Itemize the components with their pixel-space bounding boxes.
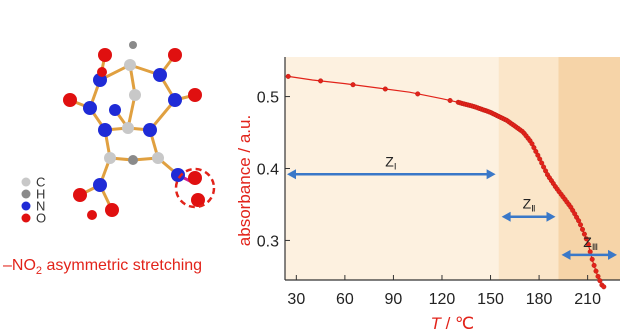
y-tick-label-1: 0.4 xyxy=(257,162,279,179)
y-tick-label-0: 0.3 xyxy=(257,233,279,250)
data-point xyxy=(593,268,599,274)
chart-labels: ZⅠ ZⅡ ZⅢ xyxy=(385,153,598,252)
x-tick-label-3: 120 xyxy=(429,291,456,308)
zone-1-arrowhead-right xyxy=(486,169,496,180)
molecule-caption: –NO2 asymmetric stretching xyxy=(3,257,202,277)
data-point xyxy=(541,164,547,170)
data-point xyxy=(533,148,539,154)
data-point xyxy=(581,231,587,237)
x-tick-label-6: 210 xyxy=(574,291,601,308)
legend-label-o: O xyxy=(36,211,46,226)
zone-2-background xyxy=(498,57,559,280)
legend-label-c: C xyxy=(36,175,45,190)
caption-prefix: –NO xyxy=(3,257,36,274)
legend-swatch-c xyxy=(21,177,31,187)
zone-2-arrowhead-right xyxy=(546,211,556,222)
zone-arrows xyxy=(287,169,617,260)
y-tick-label-2: 0.5 xyxy=(257,90,279,107)
caption-subscript: 2 xyxy=(35,265,43,278)
legend-swatch-h xyxy=(21,189,31,199)
data-point xyxy=(576,218,582,224)
x-axis-title-unit: / ℃ xyxy=(441,314,474,333)
data-point xyxy=(350,82,356,88)
x-tick-label-0: 30 xyxy=(287,291,305,308)
data-point xyxy=(539,160,545,166)
data-point xyxy=(580,226,586,232)
zone-2-arrowhead-left xyxy=(501,211,511,222)
data-point xyxy=(447,97,453,103)
data-point xyxy=(285,73,291,79)
data-point xyxy=(585,241,591,247)
zone-backgrounds xyxy=(285,57,620,280)
y-axis-title: absorbance / a.u. xyxy=(235,115,254,246)
zone-3-arrowhead-left xyxy=(561,249,571,260)
zone-1-arrowhead-left xyxy=(287,169,296,180)
x-tick-label-4: 150 xyxy=(477,291,504,308)
highlight-circle xyxy=(174,167,216,209)
legend-label-n: N xyxy=(36,199,45,214)
zone-1-background xyxy=(285,57,499,280)
x-axis-title-symbol: T xyxy=(431,314,443,333)
molecule-structure-image xyxy=(63,41,216,220)
data-point xyxy=(589,256,595,262)
data-point xyxy=(595,273,601,279)
x-tick-label-2: 90 xyxy=(385,291,403,308)
data-point xyxy=(537,156,543,162)
caption-suffix: asymmetric stretching xyxy=(42,257,203,274)
legend-label-h: H xyxy=(36,187,45,202)
data-point xyxy=(382,86,388,92)
zone-3-arrowhead-right xyxy=(608,249,617,260)
data-point xyxy=(591,262,597,268)
chart-axes: 0.3 0.4 0.5 30 60 90 120 150 180 210 T / ℃ absorban… xyxy=(235,57,620,333)
data-point xyxy=(415,91,421,97)
legend-swatch-n xyxy=(21,201,31,211)
data-point xyxy=(318,78,324,84)
data-point xyxy=(597,278,603,284)
zone-1-label: ZⅠ xyxy=(385,153,396,171)
data-point xyxy=(578,222,584,228)
zone-2-label: ZⅡ xyxy=(523,196,536,214)
x-tick-label-5: 180 xyxy=(526,291,553,308)
data-point xyxy=(601,284,607,290)
x-axis-title: T / ℃ xyxy=(431,314,475,333)
x-tick-label-1: 60 xyxy=(336,291,354,308)
zone-3-label: ZⅢ xyxy=(583,234,598,252)
legend-swatch-o xyxy=(21,213,31,223)
data-point xyxy=(583,236,589,242)
chart-series xyxy=(285,73,607,290)
